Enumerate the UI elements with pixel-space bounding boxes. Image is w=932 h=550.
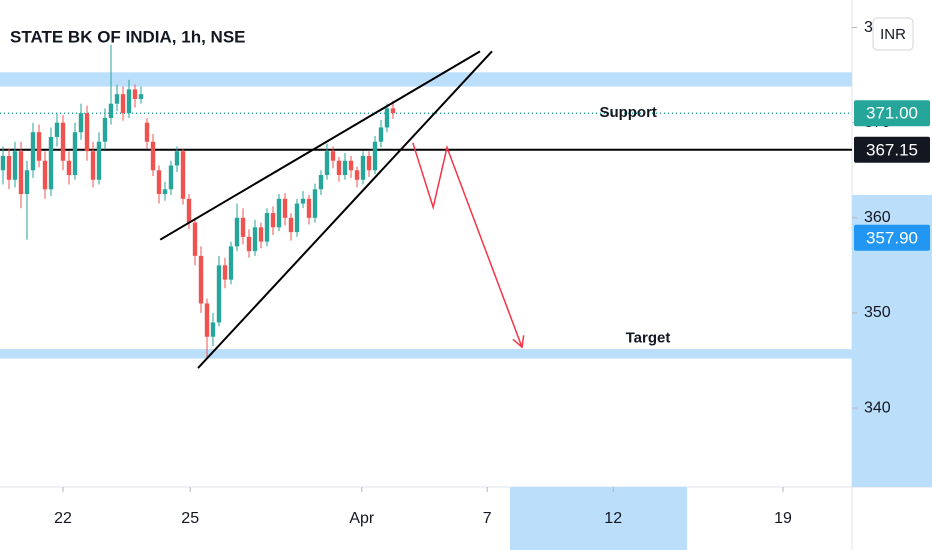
candle-body <box>24 170 30 195</box>
candle-body <box>210 322 216 337</box>
annotation: Target <box>626 330 671 347</box>
candle-body <box>324 151 330 176</box>
price-tag <box>854 224 930 251</box>
candle-body <box>126 89 132 114</box>
price-tag <box>854 100 930 127</box>
candle-body <box>138 94 144 99</box>
candle-body <box>48 136 54 190</box>
candle-body <box>108 103 114 118</box>
price-tag <box>854 136 930 163</box>
candle-body <box>282 198 288 218</box>
candle-body <box>306 198 312 218</box>
candle-body <box>366 155 372 171</box>
candle-body <box>336 160 342 176</box>
trendline <box>197 50 493 369</box>
candle-body <box>288 217 294 233</box>
candle-body <box>252 227 258 252</box>
candle-body <box>276 198 282 228</box>
candle-body <box>186 198 192 223</box>
trendline <box>159 50 481 241</box>
candle-body <box>84 113 90 152</box>
price-tag-label: 357.90 <box>866 228 918 247</box>
candle-body <box>270 213 276 228</box>
x-tick-label: 12 <box>604 510 622 527</box>
candle-body <box>246 236 252 252</box>
candle-body <box>372 141 378 171</box>
candle-body <box>198 255 204 304</box>
candle-body <box>90 151 96 180</box>
x-tick-label: 19 <box>774 510 792 527</box>
candle-body <box>204 303 210 337</box>
candle-body <box>378 127 384 142</box>
candle-body <box>96 141 102 180</box>
candle-body <box>312 189 318 218</box>
candle-body <box>114 94 120 104</box>
chart-title: STATE BK OF INDIA, 1h, NSE <box>10 27 246 46</box>
candle-body <box>156 170 162 195</box>
candle-body <box>234 217 240 247</box>
candle-body <box>222 265 228 280</box>
candle-body <box>390 108 396 114</box>
currency-button[interactable] <box>872 17 914 51</box>
candle-body <box>342 160 348 176</box>
projection-path <box>412 142 523 348</box>
zone <box>0 349 852 359</box>
candle-body <box>294 203 300 233</box>
annotation: Support <box>599 104 657 121</box>
candle-body <box>240 217 246 237</box>
candle-body <box>360 155 366 180</box>
y-tick-label: 350 <box>864 304 891 321</box>
x-tick-label: 22 <box>54 510 72 527</box>
price-tag-label: 371.00 <box>866 104 918 123</box>
candle-body <box>228 246 234 280</box>
candle-body <box>36 132 42 161</box>
candle-body <box>330 151 336 161</box>
candle-body <box>384 108 390 128</box>
candle-body <box>258 227 264 242</box>
candle-body <box>54 122 60 137</box>
arrow-head <box>512 335 525 349</box>
time-range-highlight <box>510 487 687 550</box>
price-tag-label: 367.15 <box>866 140 918 159</box>
candle-body <box>264 213 270 242</box>
x-tick-label: Apr <box>349 510 375 527</box>
y-tick-label: 360 <box>864 209 891 226</box>
x-tick-label: 7 <box>483 510 492 527</box>
candle-body <box>78 113 84 133</box>
candle-body <box>318 175 324 190</box>
candle-body <box>42 160 48 190</box>
currency-button-label[interactable]: INR <box>880 26 906 43</box>
candle-body <box>216 265 222 323</box>
candle-body <box>72 132 78 176</box>
candle-body <box>132 89 138 99</box>
candle-body <box>12 151 18 180</box>
candle-body <box>168 165 174 190</box>
zone <box>0 72 852 87</box>
x-tick-label: 25 <box>181 510 199 527</box>
candle-body <box>354 170 360 180</box>
candle-body <box>144 122 150 142</box>
y-tick-label: 340 <box>864 399 891 416</box>
candle-body <box>174 151 180 166</box>
candle-body <box>348 160 354 171</box>
candle-body <box>102 117 108 142</box>
candle-body <box>60 122 66 161</box>
candle-body <box>300 198 306 204</box>
candle-body <box>6 155 12 180</box>
candle-body <box>150 141 156 171</box>
candle-body <box>0 155 6 171</box>
candle-body <box>120 94 126 114</box>
candle-body <box>66 160 72 176</box>
candle-body <box>162 189 168 195</box>
candle-body <box>180 151 186 199</box>
candle-body <box>18 151 24 195</box>
candle-body <box>192 222 198 256</box>
candle-body <box>30 132 36 171</box>
